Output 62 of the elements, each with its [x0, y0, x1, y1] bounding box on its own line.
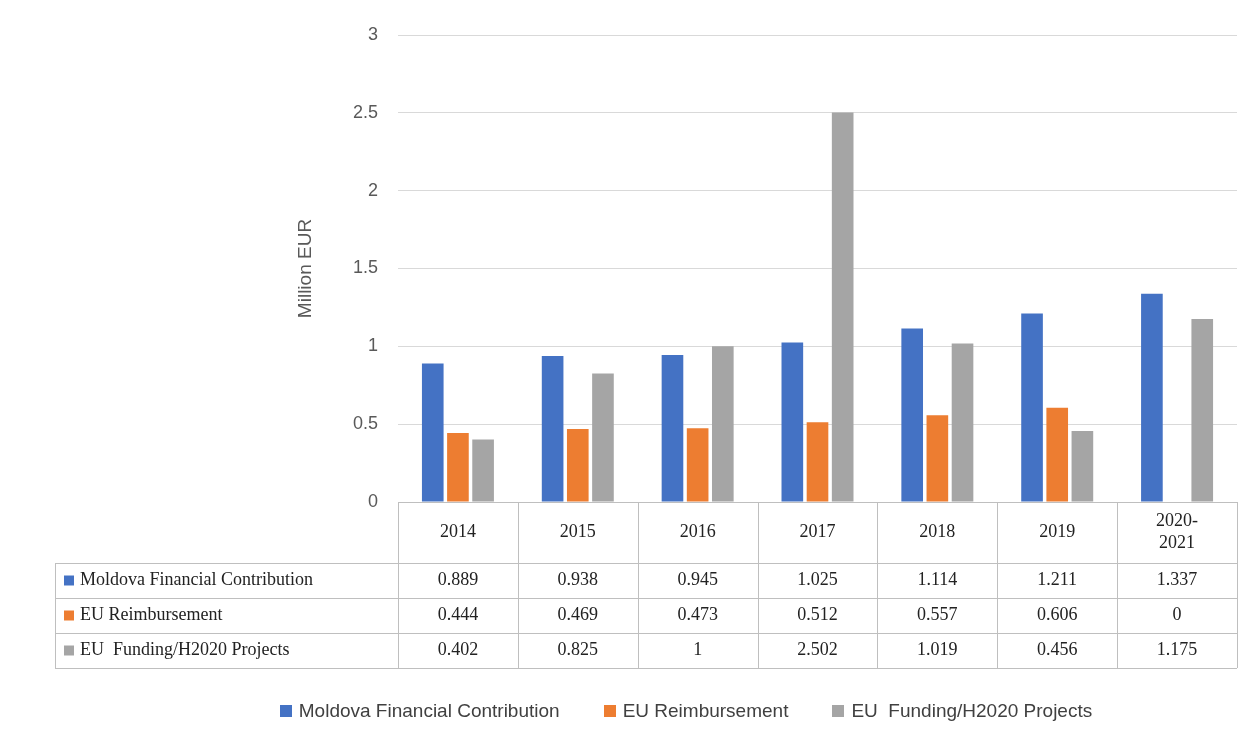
- y-tick-label: 2.5: [352, 101, 378, 122]
- data-label: 0.456: [1036, 639, 1078, 660]
- text: EU Funding/H2020 Projects: [80, 639, 290, 660]
- bar: [447, 432, 469, 502]
- legend-label: Moldova Financial Contribution: [80, 569, 313, 590]
- y-tick-label: 1: [367, 335, 378, 356]
- data-label: 0.825: [557, 639, 599, 660]
- x-tick-label: 2015: [559, 521, 596, 542]
- bar: [566, 428, 589, 502]
- bar: [781, 342, 804, 502]
- text: Moldova Financial Contribution: [298, 700, 560, 721]
- y-tick-label: 1.5: [352, 257, 378, 278]
- data-label: 2.502: [797, 639, 838, 660]
- bar: [541, 355, 564, 502]
- bar: [711, 346, 734, 502]
- bar: [1191, 319, 1214, 502]
- data-label: 0.945: [677, 569, 718, 590]
- data-label: 0.473: [677, 604, 718, 625]
- data-label: 0: [1172, 604, 1182, 625]
- bar: [831, 112, 854, 502]
- x-tick-label: 2017: [799, 521, 836, 542]
- data-label: 0.606: [1036, 604, 1078, 625]
- data-label: 1.211: [1037, 569, 1078, 590]
- data-label: 0.402: [437, 639, 479, 660]
- bar: [951, 343, 974, 502]
- data-label: 0.557: [917, 604, 958, 625]
- data-label: 1.019: [917, 639, 958, 660]
- legend-label: EU Funding/H2020 Projects: [851, 700, 1093, 722]
- legend-label: EU Reimbursement: [622, 700, 789, 722]
- y-tick-label: 2: [367, 179, 378, 200]
- y-tick-label: 0: [367, 490, 378, 511]
- y-tick-label: 0.5: [352, 413, 378, 434]
- bar: [472, 439, 494, 502]
- x-tick-label: 2016: [679, 521, 716, 542]
- data-label: 0.469: [557, 604, 599, 625]
- y-axis-title: Million EUR: [293, 218, 315, 319]
- y-tick-label: 3: [367, 23, 378, 44]
- bar: [421, 363, 444, 502]
- bar: [1141, 293, 1163, 502]
- x-tick-label: 2020-2021: [1156, 510, 1199, 553]
- bar: [926, 415, 949, 502]
- data-label: 0.512: [797, 604, 838, 625]
- bar: [686, 428, 709, 502]
- data-label: 1.175: [1156, 639, 1198, 660]
- x-tick-label: 2019: [1039, 521, 1076, 542]
- data-label: 0.938: [557, 569, 599, 590]
- data-label: 1: [693, 639, 703, 660]
- bar: [592, 373, 614, 502]
- bar: [1021, 313, 1043, 502]
- bar: [661, 354, 684, 502]
- data-label: 1.114: [917, 569, 958, 590]
- x-tick-label: 2018: [919, 521, 956, 542]
- data-label: 0.444: [437, 604, 479, 625]
- data-label: 1.337: [1156, 569, 1198, 590]
- x-tick-label: 2014: [439, 521, 476, 542]
- data-label: 0.889: [437, 569, 479, 590]
- bar: [1071, 431, 1094, 502]
- text: EU Reimbursement: [80, 604, 223, 625]
- data-label: 1.025: [797, 569, 838, 590]
- bar: [1046, 407, 1069, 502]
- bar: [806, 422, 829, 502]
- bar: [901, 328, 924, 502]
